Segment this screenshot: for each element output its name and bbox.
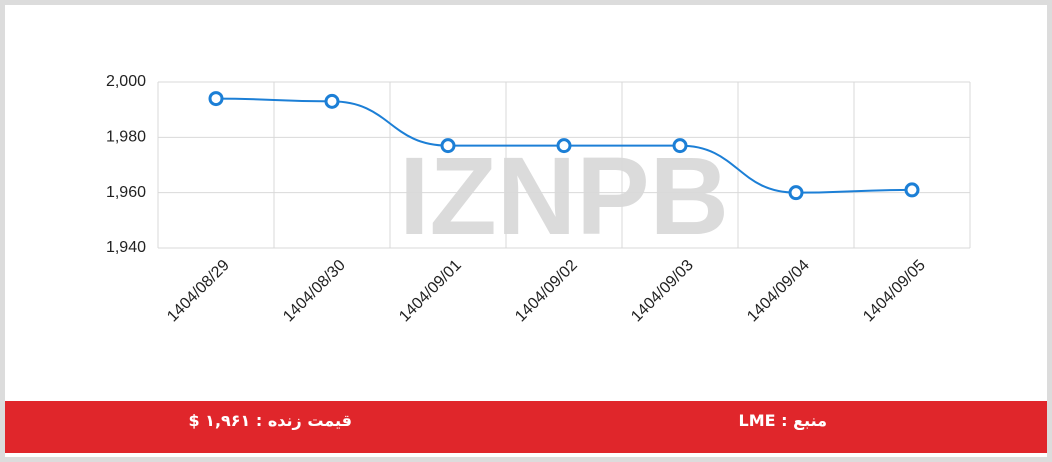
point: [208, 91, 224, 107]
point: [788, 185, 804, 201]
y-tick-label: 2,000: [106, 73, 146, 90]
x-tick-label: 1404/08/29: [164, 257, 233, 326]
point: [904, 182, 920, 198]
point: [324, 93, 340, 109]
x-tick-label: 1404/09/02: [512, 257, 581, 326]
watermark: IZNPB: [399, 135, 729, 258]
live-price: قیمت زنده : ۱,۹۶۱ $: [188, 411, 352, 430]
chart: IZNPB 1,940 1,960 1,980 2,000 1404/08/29 1404…: [106, 73, 971, 326]
x-tick-label: 1404/09/01: [396, 257, 465, 326]
y-tick-label: 1,940: [106, 239, 146, 256]
source: منبع : LME: [738, 411, 827, 430]
panel: [5, 5, 1047, 457]
x-tick-label: 1404/09/04: [744, 257, 813, 326]
point: [440, 138, 456, 154]
x-tick-label: 1404/09/03: [628, 257, 697, 326]
point: [672, 138, 688, 154]
y-tick-label: 1,980: [106, 129, 146, 146]
y-tick-label: 1,960: [106, 184, 146, 201]
footer-bar: قیمت زنده : ۱,۹۶۱ $ منبع : LME: [5, 401, 1047, 453]
point: [556, 138, 572, 154]
x-tick-label: 1404/08/30: [280, 257, 349, 326]
x-tick-label: 1404/09/05: [860, 257, 929, 326]
